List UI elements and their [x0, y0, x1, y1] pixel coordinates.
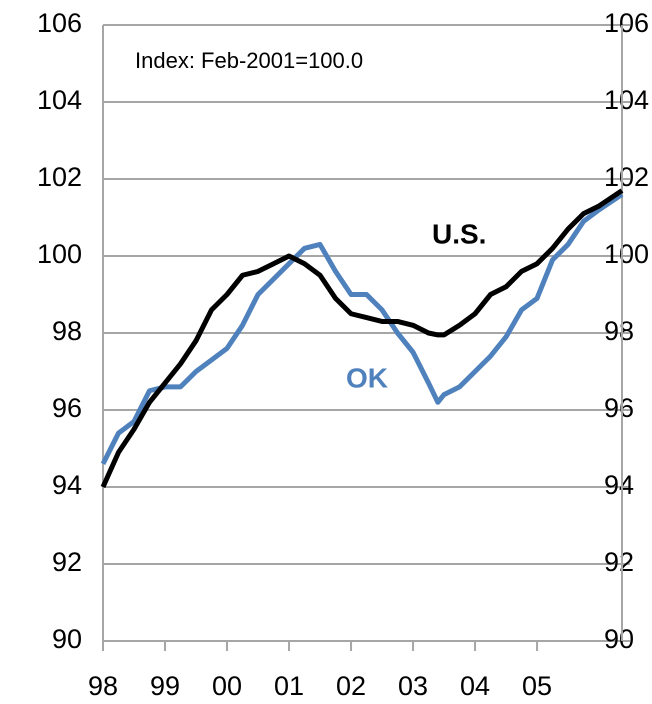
y-tick-label: 92	[52, 547, 82, 577]
y-tick-label: 102	[37, 162, 82, 192]
x-tick-label: 99	[150, 671, 180, 701]
y2-tick-label: 102	[604, 162, 649, 192]
series-label: U.S.	[432, 218, 486, 249]
y2-tick-label: 96	[604, 393, 634, 423]
x-tick-label: 02	[336, 671, 366, 701]
y-tick-label: 104	[37, 85, 82, 115]
y2-tick-label: 98	[604, 316, 634, 346]
y2-tick-label: 100	[604, 239, 649, 269]
series-label: OK	[346, 362, 388, 393]
x-tick-label: 01	[274, 671, 304, 701]
x-tick-label: 03	[398, 671, 428, 701]
series-line	[100, 188, 624, 489]
series-line	[100, 192, 624, 466]
y2-tick-label: 90	[604, 624, 634, 654]
x-tick-label: 05	[522, 671, 552, 701]
y-tick-label: 100	[37, 239, 82, 269]
y-tick-label: 94	[52, 470, 82, 500]
x-tick-label: 04	[460, 671, 490, 701]
y-tick-label: 90	[52, 624, 82, 654]
y-tick-label: 106	[37, 8, 82, 38]
y2-tick-label: 104	[604, 85, 649, 115]
y-tick-label: 96	[52, 393, 82, 423]
y2-tick-label: 94	[604, 470, 634, 500]
x-tick-label: 00	[212, 671, 242, 701]
x-tick-label: 98	[88, 671, 118, 701]
annotation: Index: Feb-2001=100.0	[135, 48, 363, 73]
y2-tick-label: 106	[604, 8, 649, 38]
y-tick-label: 98	[52, 316, 82, 346]
y2-tick-label: 92	[604, 547, 634, 577]
